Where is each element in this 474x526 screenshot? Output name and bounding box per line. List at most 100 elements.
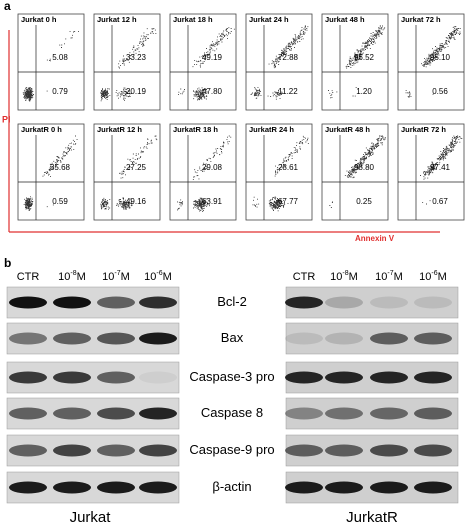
blot-band	[139, 296, 177, 309]
panel-title: JurkatR 12 h	[97, 125, 142, 134]
blot-band	[325, 407, 363, 420]
blot-band	[414, 481, 452, 494]
protein-label: Caspase 8	[201, 405, 263, 420]
blot-band	[325, 481, 363, 494]
scatter-dots	[23, 135, 78, 211]
blot-band	[139, 371, 177, 384]
blot-band	[97, 371, 135, 384]
lane-label: CTR	[293, 271, 316, 283]
blot-band	[9, 296, 47, 309]
blot-band	[9, 332, 47, 345]
quadrant-value: 49.19	[202, 53, 223, 62]
blot-band	[53, 481, 91, 494]
title-bg	[323, 15, 387, 25]
plot-frame	[397, 13, 465, 111]
blot-band	[53, 296, 91, 309]
title-bg	[19, 15, 83, 25]
quadrant-value: 0.25	[356, 197, 372, 206]
quadrant-value: 20.19	[126, 87, 147, 96]
scatter-dots	[420, 135, 463, 205]
blot-band	[97, 481, 135, 494]
lane-text: CTR	[293, 271, 316, 283]
blot-band	[97, 444, 135, 457]
title-bg	[95, 125, 159, 135]
scatter-dots	[100, 135, 158, 210]
panel-title: JurkatR 48 h	[325, 125, 370, 134]
lane-label: 10-6M	[419, 270, 447, 283]
blot-band	[285, 481, 323, 494]
quadrant-value: 0.79	[52, 87, 68, 96]
cell-line-label: JurkatR	[346, 509, 398, 526]
protein-label: Caspase-3 pro	[189, 369, 274, 384]
title-bg	[247, 125, 311, 135]
blot-band	[9, 407, 47, 420]
title-bg	[95, 15, 159, 25]
protein-label: Caspase-9 pro	[189, 442, 274, 457]
title-bg	[247, 15, 311, 25]
lane-exponent: -6	[156, 270, 162, 277]
y-axis-label: PI	[2, 114, 11, 124]
blot-band	[325, 371, 363, 384]
panel-title: Jurkat 18 h	[173, 15, 213, 24]
blot-band	[139, 407, 177, 420]
scatter-dots	[22, 30, 79, 102]
panel-title: JurkatR 18 h	[173, 125, 218, 134]
lane-exponent: -7	[114, 270, 120, 277]
scatter-dots	[405, 26, 461, 98]
lane-exponent: -7	[387, 270, 393, 277]
quadrant-value: 11.22	[278, 87, 298, 96]
plot-frame	[321, 123, 389, 221]
lane-unit: M	[163, 271, 172, 283]
blot-band	[414, 407, 452, 420]
lane-base: 10	[419, 271, 431, 283]
scatter-dots	[100, 28, 157, 102]
lane-label: 10-7M	[375, 270, 403, 283]
blot-band	[414, 371, 452, 384]
scatter-dots	[177, 135, 232, 212]
lane-base: 10	[375, 271, 387, 283]
quadrant-value: 97.41	[430, 163, 451, 172]
blot-band	[53, 407, 91, 420]
panel-title: Jurkat 24 h	[249, 15, 289, 24]
quadrant-value: 5.08	[52, 53, 68, 62]
title-bg	[399, 125, 463, 135]
lane-base: 10	[102, 271, 114, 283]
protein-label: β-actin	[212, 479, 251, 494]
scatter-dots	[178, 27, 235, 101]
blot-band	[9, 481, 47, 494]
panel-title: JurkatR 0 h	[21, 125, 62, 134]
blot-band	[9, 444, 47, 457]
blot-band	[370, 296, 408, 309]
quadrant-value: 96.52	[354, 53, 375, 62]
blot-band	[414, 332, 452, 345]
quadrant-value: 63.91	[202, 197, 223, 206]
lane-unit: M	[394, 271, 403, 283]
quadrant-value: 27.25	[126, 163, 147, 172]
blot-band	[97, 407, 135, 420]
blot-band	[285, 444, 323, 457]
blot-band	[53, 444, 91, 457]
panel-title: Jurkat 12 h	[97, 15, 137, 24]
blot-band	[370, 481, 408, 494]
panel-title: Jurkat 72 h	[401, 15, 441, 24]
lane-exponent: -6	[431, 270, 437, 277]
lane-exponent: -8	[70, 270, 76, 277]
blot-band	[370, 332, 408, 345]
quadrant-value: 35.68	[50, 163, 71, 172]
title-bg	[19, 125, 83, 135]
lane-label: 10-6M	[144, 270, 172, 283]
panel-label: b	[4, 256, 11, 270]
quadrant-value: 98.80	[354, 163, 375, 172]
quadrant-value: 72.88	[278, 53, 299, 62]
lane-label: CTR	[17, 271, 40, 283]
blot-band	[285, 296, 323, 309]
panel-title: Jurkat 48 h	[325, 15, 365, 24]
blot-band	[414, 444, 452, 457]
quadrant-value: 1.20	[356, 87, 372, 96]
blot-band	[139, 332, 177, 345]
blot-band	[9, 371, 47, 384]
quadrant-value: 28.61	[278, 163, 299, 172]
quadrant-value: 47.80	[202, 87, 223, 96]
title-bg	[323, 125, 387, 135]
